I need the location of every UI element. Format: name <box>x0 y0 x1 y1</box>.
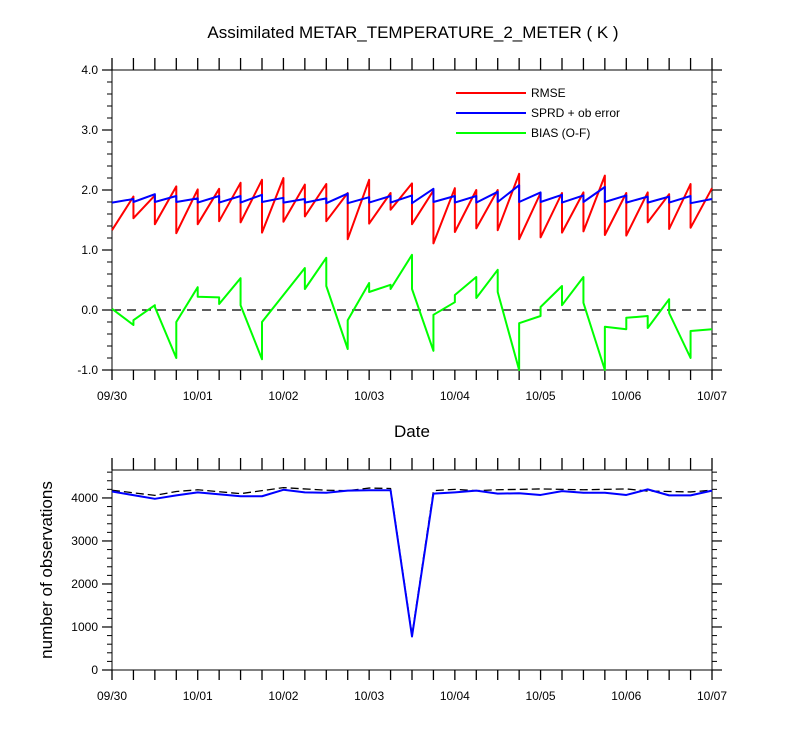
y-tick-label: 0.0 <box>81 303 98 317</box>
series-line-rmse <box>111 172 713 245</box>
x-tick-label: 10/05 <box>526 689 556 703</box>
legend-label: SPRD + ob error <box>531 106 620 120</box>
y-tick-label: 4.0 <box>81 63 98 77</box>
x-tick-label: 09/30 <box>97 689 127 703</box>
y-axis-label: number of observations <box>37 481 56 659</box>
x-tick-label: 10/02 <box>268 389 298 403</box>
legend-label: BIAS (O-F) <box>531 126 590 140</box>
y-tick-label: 0 <box>91 663 98 677</box>
x-tick-label: 10/06 <box>611 689 641 703</box>
series-line-observations-assimilated <box>111 488 713 638</box>
y-tick-label: 2.0 <box>81 183 98 197</box>
series-line-observations-possible <box>111 486 713 636</box>
y-tick-label: 3000 <box>71 534 98 548</box>
y-tick-label: 2000 <box>71 577 98 591</box>
series-line-sprd-ob-error <box>111 184 713 205</box>
x-tick-label: 09/30 <box>97 389 127 403</box>
x-tick-label: 10/06 <box>611 389 641 403</box>
y-tick-label: 4000 <box>71 491 98 505</box>
x-tick-label: 10/07 <box>697 389 727 403</box>
series-line-bias-o-f <box>111 253 713 371</box>
x-tick-label: 10/03 <box>354 389 384 403</box>
legend-label: RMSE <box>531 86 566 100</box>
rmse-spread-bias-chart: Assimilated METAR_TEMPERATURE_2_METER ( … <box>77 23 727 441</box>
chart-title: Assimilated METAR_TEMPERATURE_2_METER ( … <box>207 23 618 42</box>
observation-count-chart: 09/30 10/01 10/02 10/03 10/04 10/05 10/06 10/07… <box>37 458 727 703</box>
x-tick-label: 10/02 <box>268 689 298 703</box>
x-tick-label: 10/01 <box>183 689 213 703</box>
legend: RMSE SPRD + ob error BIAS (O-F) <box>456 86 620 140</box>
y-tick-label: 3.0 <box>81 123 98 137</box>
x-tick-label: 10/07 <box>697 689 727 703</box>
x-tick-label: 10/03 <box>354 689 384 703</box>
x-tick-label: 10/04 <box>440 389 470 403</box>
y-tick-label: 1000 <box>71 620 98 634</box>
x-tick-label: 10/04 <box>440 689 470 703</box>
x-tick-label: 10/05 <box>526 389 556 403</box>
x-tick-label: 10/01 <box>183 389 213 403</box>
plot-frame-bottom <box>111 469 713 671</box>
y-tick-label: -1.0 <box>77 363 98 377</box>
x-axis-label: Date <box>394 422 430 441</box>
y-tick-label: 1.0 <box>81 243 98 257</box>
